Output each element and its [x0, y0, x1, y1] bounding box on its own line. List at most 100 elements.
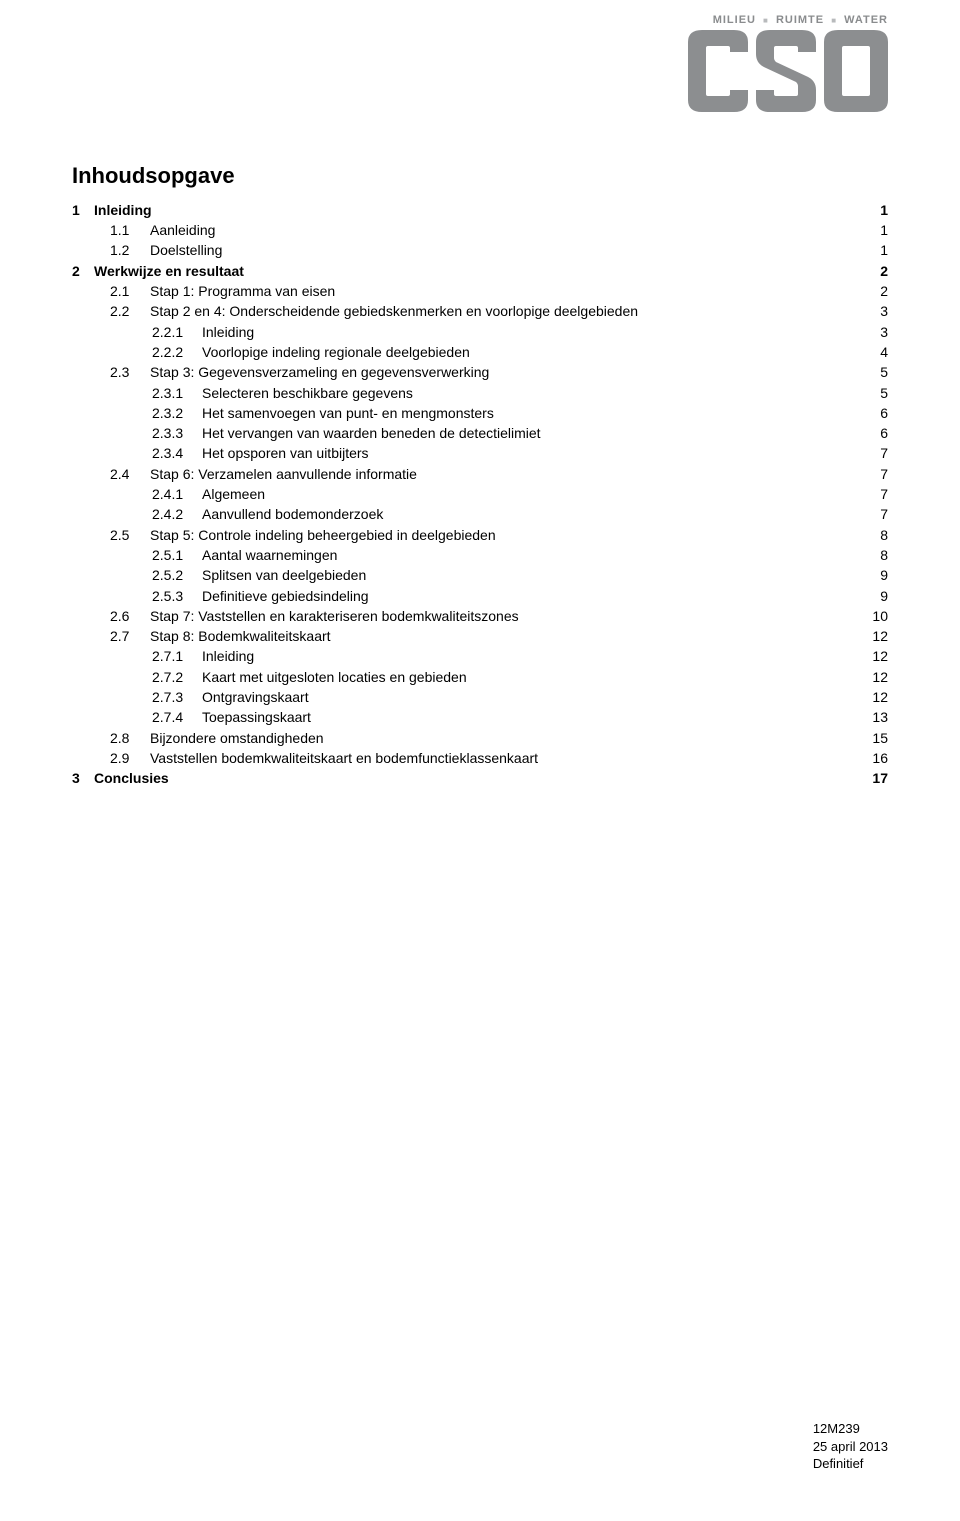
toc-label: Stap 6: Verzamelen aanvullende informati… — [150, 464, 417, 484]
toc-number: 1.1 — [110, 220, 150, 240]
toc-row: 2.2.2Voorlopige indeling regionale deelg… — [72, 342, 888, 362]
toc-row: 3Conclusies 17 — [72, 768, 888, 788]
toc-number: 2.3.2 — [152, 403, 202, 423]
toc-number: 3 — [72, 768, 94, 788]
toc-number: 1 — [72, 200, 94, 220]
toc-label: Het samenvoegen van punt- en mengmonster… — [202, 403, 494, 423]
toc-row: 2.8Bijzondere omstandigheden 15 — [72, 728, 888, 748]
toc-page: 16 — [870, 748, 888, 768]
toc-number: 2.9 — [110, 748, 150, 768]
toc-row: 2.3.1Selecteren beschikbare gegevens5 — [72, 383, 888, 403]
toc-label: Voorlopige indeling regionale deelgebied… — [202, 342, 470, 362]
toc-page: 10 — [870, 606, 888, 626]
toc-number: 2.4 — [110, 464, 150, 484]
toc-row: 1.1Aanleiding 1 — [72, 220, 888, 240]
toc-label: Aanvullend bodemonderzoek — [202, 504, 383, 524]
toc-page: 3 — [878, 322, 888, 342]
header-tags: MILIEU ■ RUIMTE ■ WATER — [713, 14, 888, 26]
toc-row: 2.3Stap 3: Gegevensverzameling en gegeve… — [72, 362, 888, 382]
toc-row: 2.7.2Kaart met uitgesloten locaties en g… — [72, 667, 888, 687]
toc-row: 2.2.1Inleiding3 — [72, 322, 888, 342]
toc-label: Stap 8: Bodemkwaliteitskaart — [150, 626, 331, 646]
toc-label: Het opsporen van uitbijters — [202, 443, 369, 463]
toc-row: 2.5.1Aantal waarnemingen8 — [72, 545, 888, 565]
toc-label: Inleiding — [202, 646, 254, 666]
toc-row: 2.7Stap 8: Bodemkwaliteitskaart 12 — [72, 626, 888, 646]
toc-row: 1.2Doelstelling1 — [72, 240, 888, 260]
toc-number: 2 — [72, 261, 94, 281]
toc-number: 2.3.1 — [152, 383, 202, 403]
toc-page: 1 — [878, 200, 888, 220]
toc-label: Doelstelling — [150, 240, 222, 260]
toc-number: 2.7 — [110, 626, 150, 646]
toc-page: 2 — [878, 261, 888, 281]
toc-number: 2.3.3 — [152, 423, 202, 443]
toc-label: Selecteren beschikbare gegevens — [202, 383, 413, 403]
toc-row: 2.7.3Ontgravingskaart 12 — [72, 687, 888, 707]
toc-row: 2.3.4Het opsporen van uitbijters 7 — [72, 443, 888, 463]
toc-row: 2.4Stap 6: Verzamelen aanvullende inform… — [72, 464, 888, 484]
toc-label: Aantal waarnemingen — [202, 545, 337, 565]
toc-page: 12 — [870, 626, 888, 646]
toc-number: 2.7.3 — [152, 687, 202, 707]
toc-label: Aanleiding — [150, 220, 215, 240]
toc-page: 17 — [870, 768, 888, 788]
toc-number: 2.7.4 — [152, 707, 202, 727]
toc-number: 2.2 — [110, 301, 150, 321]
toc-label: Werkwijze en resultaat — [94, 261, 244, 281]
page-title: Inhoudsopgave — [72, 160, 888, 192]
toc-label: Ontgravingskaart — [202, 687, 309, 707]
toc-label: Kaart met uitgesloten locaties en gebied… — [202, 667, 467, 687]
toc-number: 2.2.2 — [152, 342, 202, 362]
toc-row: 2.7.1Inleiding12 — [72, 646, 888, 666]
toc-page: 12 — [870, 687, 888, 707]
toc-page: 7 — [878, 443, 888, 463]
toc-number: 2.5.3 — [152, 586, 202, 606]
toc-row: 2.7.4Toepassingskaart13 — [72, 707, 888, 727]
toc-row: 2.4.1Algemeen7 — [72, 484, 888, 504]
toc-row: 2.3.2Het samenvoegen van punt- en mengmo… — [72, 403, 888, 423]
toc-page: 7 — [878, 464, 888, 484]
toc-number: 2.7.1 — [152, 646, 202, 666]
toc-number: 2.1 — [110, 281, 150, 301]
toc-number: 2.5.1 — [152, 545, 202, 565]
toc-page: 6 — [878, 423, 888, 443]
toc-number: 2.3 — [110, 362, 150, 382]
toc-page: 7 — [878, 484, 888, 504]
header-dot-icon: ■ — [831, 16, 837, 25]
header-tag-water: WATER — [844, 14, 888, 26]
toc-number: 2.8 — [110, 728, 150, 748]
toc-label: Stap 1: Programma van eisen — [150, 281, 335, 301]
toc-row: 2.9Vaststellen bodemkwaliteitskaart en b… — [72, 748, 888, 768]
toc-label: Stap 3: Gegevensverzameling en gegevensv… — [150, 362, 489, 382]
toc-page: 15 — [870, 728, 888, 748]
toc-label: Splitsen van deelgebieden — [202, 565, 366, 585]
toc-number: 2.3.4 — [152, 443, 202, 463]
toc-page: 3 — [878, 301, 888, 321]
toc-page: 2 — [878, 281, 888, 301]
toc-page: 1 — [878, 220, 888, 240]
toc-label: Algemeen — [202, 484, 265, 504]
table-of-contents: 1Inleiding11.1Aanleiding11.2Doelstelling… — [72, 200, 888, 789]
toc-page: 4 — [878, 342, 888, 362]
toc-number: 2.6 — [110, 606, 150, 626]
toc-label: Stap 7: Vaststellen en karakteriseren bo… — [150, 606, 519, 626]
toc-label: Stap 5: Controle indeling beheergebied i… — [150, 525, 496, 545]
toc-page: 6 — [878, 403, 888, 423]
toc-label: Stap 2 en 4: Onderscheidende gebiedskenm… — [150, 301, 638, 321]
toc-page: 12 — [870, 667, 888, 687]
toc-row: 2.5.2Splitsen van deelgebieden9 — [72, 565, 888, 585]
page-content: Inhoudsopgave 1Inleiding11.1Aanleiding11… — [0, 0, 960, 789]
toc-label: Bijzondere omstandigheden — [150, 728, 324, 748]
page-footer: 12M239 25 april 2013 Definitief — [813, 1420, 888, 1473]
toc-number: 2.2.1 — [152, 322, 202, 342]
toc-number: 2.5.2 — [152, 565, 202, 585]
toc-row: 2.5.3Definitieve gebiedsindeling9 — [72, 586, 888, 606]
toc-row: 2.3.3Het vervangen van waarden beneden d… — [72, 423, 888, 443]
toc-row: 2.2Stap 2 en 4: Onderscheidende gebiedsk… — [72, 301, 888, 321]
toc-label: Conclusies — [94, 768, 169, 788]
toc-page: 9 — [878, 586, 888, 606]
toc-number: 2.7.2 — [152, 667, 202, 687]
header-tag-milieu: MILIEU — [713, 14, 756, 26]
cso-logo-svg — [688, 30, 888, 112]
